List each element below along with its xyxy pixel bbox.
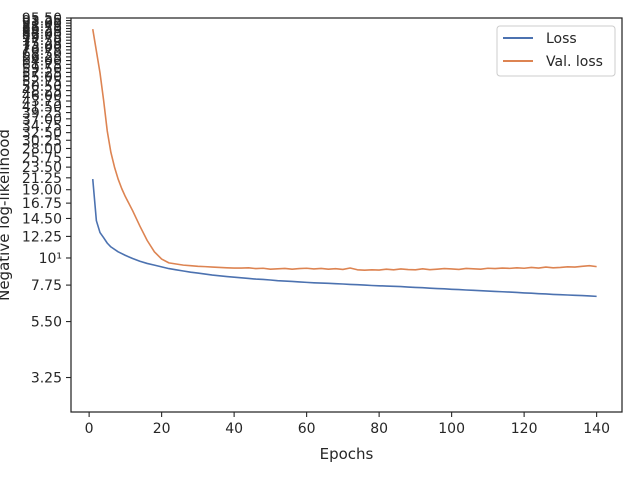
x-tick-label: 140 bbox=[583, 421, 610, 437]
y-tick-label: 25.75 bbox=[22, 150, 62, 166]
y-tick-label: 21.25 bbox=[22, 171, 62, 187]
y-tick-label: 82.00 bbox=[22, 27, 62, 43]
y-tick-label: 66.25 bbox=[22, 50, 62, 66]
y-tick-label: 50.50 bbox=[22, 79, 62, 95]
x-axis-label: Epochs bbox=[320, 445, 374, 463]
legend-label-val-loss: Val. loss bbox=[546, 54, 603, 70]
y-tick-label: 86.50 bbox=[22, 22, 62, 38]
y-tick-label: 14.50 bbox=[22, 211, 62, 227]
y-tick-label: 7.75 bbox=[31, 278, 62, 294]
y-tick-label: 5.50 bbox=[31, 315, 62, 331]
y-tick-label: 12.25 bbox=[22, 229, 62, 245]
y-tick-label: 43.75 bbox=[22, 94, 62, 110]
y-tick-label: 70.75 bbox=[22, 43, 62, 59]
y-tick-label: 73.00 bbox=[22, 40, 62, 56]
y-tick-label: 16.75 bbox=[22, 196, 62, 212]
y-tick-label: 3.25 bbox=[31, 371, 62, 387]
x-tick-label: 40 bbox=[225, 421, 243, 437]
axes-frame bbox=[70, 17, 623, 413]
y-tick-label: 39.25 bbox=[22, 106, 62, 122]
x-tick-label: 100 bbox=[438, 421, 465, 437]
y-tick-label: 10¹ bbox=[39, 251, 62, 267]
x-ticks: 0 20 40 60 80 100 120 140 bbox=[85, 412, 610, 437]
y-tick-label: 91.00 bbox=[22, 16, 62, 32]
y-tick-label: 19.00 bbox=[22, 183, 62, 199]
y-tick-label: 77.50 bbox=[22, 33, 62, 49]
x-tick-label: 120 bbox=[511, 421, 538, 437]
y-tick-label: 59.50 bbox=[22, 61, 62, 77]
series-line-loss bbox=[91, 179, 597, 298]
y-tick-label: 28.00 bbox=[22, 141, 62, 157]
y-tick-label: 32.50 bbox=[22, 126, 62, 142]
y-tick-label: 57.25 bbox=[22, 65, 62, 81]
y-tick-label: 68.50 bbox=[22, 46, 62, 62]
x-tick-label: 80 bbox=[370, 421, 388, 437]
series-line-val-loss bbox=[91, 29, 597, 271]
y-tick-label: 93.25 bbox=[22, 14, 62, 30]
y-tick-label: 52.75 bbox=[22, 74, 62, 90]
y-tick-label: 84.25 bbox=[22, 24, 62, 40]
y-tick-label: 88.75 bbox=[22, 19, 62, 35]
y-tick-label: 37.00 bbox=[22, 112, 62, 128]
y-tick-label: 95.50 bbox=[22, 11, 62, 27]
y-axis-label: Negative log-likelihood bbox=[0, 129, 13, 301]
y-ticks: 3.25 5.50 7.75 10¹ 12.25 14.5016.7519.0021.25… bbox=[22, 11, 71, 387]
y-tick-label: 23.50 bbox=[22, 160, 62, 176]
y-tick-label: 55.00 bbox=[22, 70, 62, 86]
x-tick-label: 0 bbox=[85, 421, 94, 437]
legend: Loss Val. loss bbox=[496, 25, 616, 77]
y-tick-label: 64.00 bbox=[22, 54, 62, 70]
plot-series bbox=[91, 29, 597, 298]
legend-label-loss: Loss bbox=[546, 31, 577, 47]
y-tick-label: 30.25 bbox=[22, 133, 62, 149]
x-tick-label: 20 bbox=[153, 421, 171, 437]
x-tick-label: 60 bbox=[298, 421, 316, 437]
y-tick-label: 79.75 bbox=[22, 30, 62, 46]
y-tick-label: 61.75 bbox=[22, 57, 62, 73]
y-tick-label: 46.00 bbox=[22, 89, 62, 105]
y-tick-label: 75.25 bbox=[22, 36, 62, 52]
y-tick-label: 41.50 bbox=[22, 100, 62, 116]
y-tick-label: 34.75 bbox=[22, 119, 62, 135]
y-tick-label: 48.25 bbox=[22, 84, 62, 100]
